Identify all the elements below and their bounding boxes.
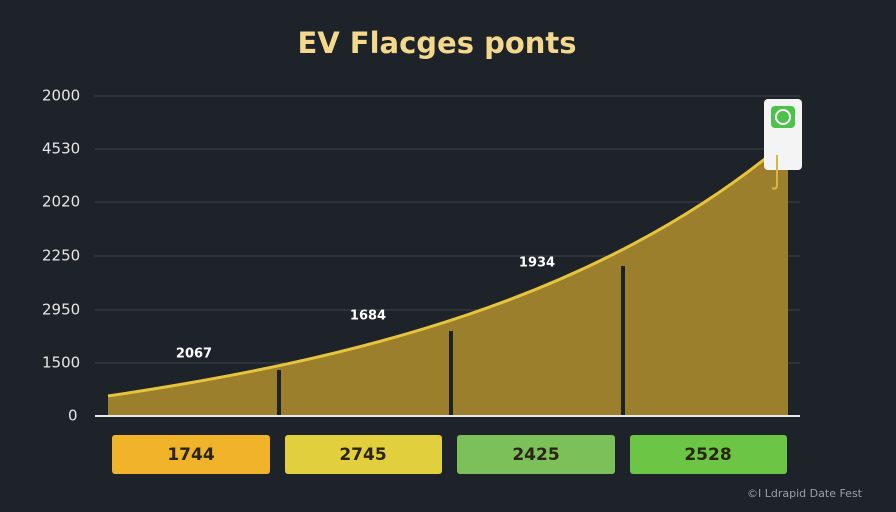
marker-hook bbox=[771, 155, 778, 190]
point-label: 2067 bbox=[176, 347, 212, 362]
summary-value: 2745 bbox=[339, 445, 386, 465]
y-axis-label: 4530 bbox=[42, 140, 80, 158]
curve bbox=[107, 138, 789, 398]
marker-icon bbox=[764, 99, 802, 190]
title: EV Flacges ponts bbox=[297, 26, 576, 60]
point-label: 1684 bbox=[350, 309, 386, 324]
summary-boxes: 1744 2745 2425 2528 bbox=[112, 435, 787, 474]
area bbox=[108, 140, 788, 416]
dividers bbox=[277, 266, 625, 416]
summary-box bbox=[285, 435, 442, 474]
point-label: 1934 bbox=[519, 256, 555, 271]
y-axis-label: 2250 bbox=[42, 247, 80, 265]
y-axis-label: 1500 bbox=[42, 354, 80, 372]
summary-value: 1744 bbox=[167, 445, 214, 465]
footer-credit: ©I Ldrapid Date Fest bbox=[747, 487, 863, 500]
y-axis-label: 2950 bbox=[42, 301, 80, 319]
marker-badge bbox=[771, 106, 795, 128]
y-axis-label: 2000 bbox=[42, 87, 80, 105]
summary-value: 2425 bbox=[512, 445, 559, 465]
summary-box bbox=[112, 435, 270, 474]
y-axis-label: 0 bbox=[68, 407, 78, 425]
y-axis-labels: 2000 4530 2020 2250 2950 1500 0 bbox=[42, 87, 80, 425]
summary-box bbox=[457, 435, 615, 474]
summary-value: 2528 bbox=[684, 445, 731, 465]
y-axis-label: 2020 bbox=[42, 193, 80, 211]
summary-box bbox=[630, 435, 787, 474]
marker-ring bbox=[775, 109, 791, 125]
